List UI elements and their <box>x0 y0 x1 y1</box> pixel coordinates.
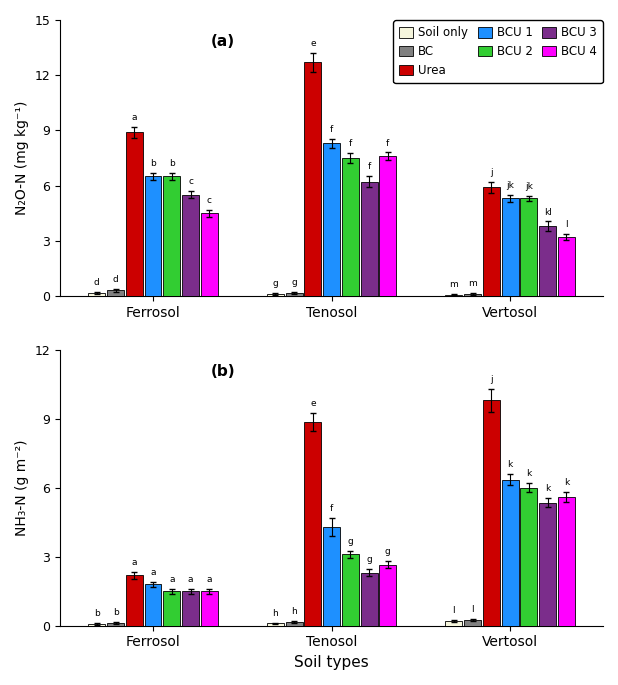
Bar <box>126 132 143 296</box>
Text: l: l <box>472 605 474 614</box>
Text: l: l <box>452 606 455 615</box>
Bar <box>540 503 556 625</box>
Text: a: a <box>150 568 156 577</box>
Bar <box>163 177 180 296</box>
Text: a: a <box>132 113 137 122</box>
Text: l: l <box>565 221 568 229</box>
Text: j: j <box>490 168 493 177</box>
Text: e: e <box>310 39 316 48</box>
Bar <box>126 575 143 625</box>
Bar <box>145 177 161 296</box>
Text: f: f <box>368 162 371 171</box>
Text: f: f <box>330 125 333 134</box>
Text: (a): (a) <box>211 34 235 49</box>
Bar <box>323 527 340 625</box>
Bar <box>267 294 284 296</box>
Bar <box>323 143 340 296</box>
Text: m: m <box>468 279 477 288</box>
Text: h: h <box>291 608 297 616</box>
Bar <box>520 488 537 625</box>
Bar <box>107 290 124 296</box>
Text: c: c <box>188 177 193 186</box>
Text: g: g <box>385 547 391 556</box>
Text: b: b <box>94 609 99 619</box>
Bar <box>379 564 396 625</box>
Text: f: f <box>386 138 389 147</box>
Bar <box>558 497 575 625</box>
Text: g: g <box>366 556 372 564</box>
Text: f: f <box>349 140 352 149</box>
Bar <box>502 479 519 625</box>
Text: g: g <box>273 279 278 288</box>
Text: k: k <box>564 478 569 487</box>
Text: g: g <box>347 537 353 546</box>
Text: (b): (b) <box>211 364 235 379</box>
Text: b: b <box>169 159 175 168</box>
Bar <box>379 156 396 296</box>
Bar <box>201 591 218 625</box>
Bar <box>305 422 321 625</box>
Bar <box>286 622 303 625</box>
Bar <box>342 554 359 625</box>
Bar <box>286 293 303 296</box>
Text: a: a <box>206 575 212 584</box>
Legend: Soil only, BC, Urea, BCU 1, BCU 2, BCU 3, BCU 4: Soil only, BC, Urea, BCU 1, BCU 2, BCU 3… <box>394 21 603 83</box>
Text: m: m <box>449 280 459 289</box>
Text: f: f <box>330 503 333 512</box>
Text: kl: kl <box>544 208 552 216</box>
Bar <box>502 199 519 296</box>
Text: jk: jk <box>506 181 514 190</box>
Bar <box>558 237 575 296</box>
Bar <box>446 621 462 625</box>
Text: a: a <box>169 575 174 584</box>
Text: g: g <box>291 278 297 287</box>
Text: h: h <box>273 608 278 618</box>
Bar <box>163 591 180 625</box>
Bar <box>520 199 537 296</box>
Bar <box>182 195 199 296</box>
Y-axis label: N₂O-N (mg kg⁻¹): N₂O-N (mg kg⁻¹) <box>15 101 29 215</box>
Bar <box>483 400 500 625</box>
Bar <box>483 188 500 296</box>
Y-axis label: NH₃-N (g m⁻²): NH₃-N (g m⁻²) <box>15 440 29 536</box>
Bar <box>305 62 321 296</box>
Bar <box>446 295 462 296</box>
Bar <box>182 591 199 625</box>
Text: b: b <box>112 608 119 617</box>
Bar <box>201 213 218 296</box>
Bar <box>342 158 359 296</box>
Bar <box>267 623 284 625</box>
Bar <box>361 182 378 296</box>
Text: e: e <box>310 399 316 408</box>
Bar <box>88 624 105 625</box>
Bar <box>540 226 556 296</box>
X-axis label: Soil types: Soil types <box>294 655 369 670</box>
Text: d: d <box>94 278 99 287</box>
Text: b: b <box>150 159 156 168</box>
Text: j: j <box>490 375 493 384</box>
Bar <box>361 573 378 625</box>
Text: c: c <box>207 195 212 205</box>
Text: a: a <box>188 575 193 584</box>
Text: a: a <box>132 558 137 566</box>
Bar <box>88 293 105 296</box>
Text: k: k <box>527 469 531 478</box>
Bar <box>145 584 161 625</box>
Text: k: k <box>507 460 513 469</box>
Text: d: d <box>112 275 119 284</box>
Bar <box>464 620 481 625</box>
Bar <box>464 294 481 296</box>
Bar <box>107 623 124 625</box>
Text: k: k <box>545 484 550 493</box>
Text: jk: jk <box>525 182 533 190</box>
